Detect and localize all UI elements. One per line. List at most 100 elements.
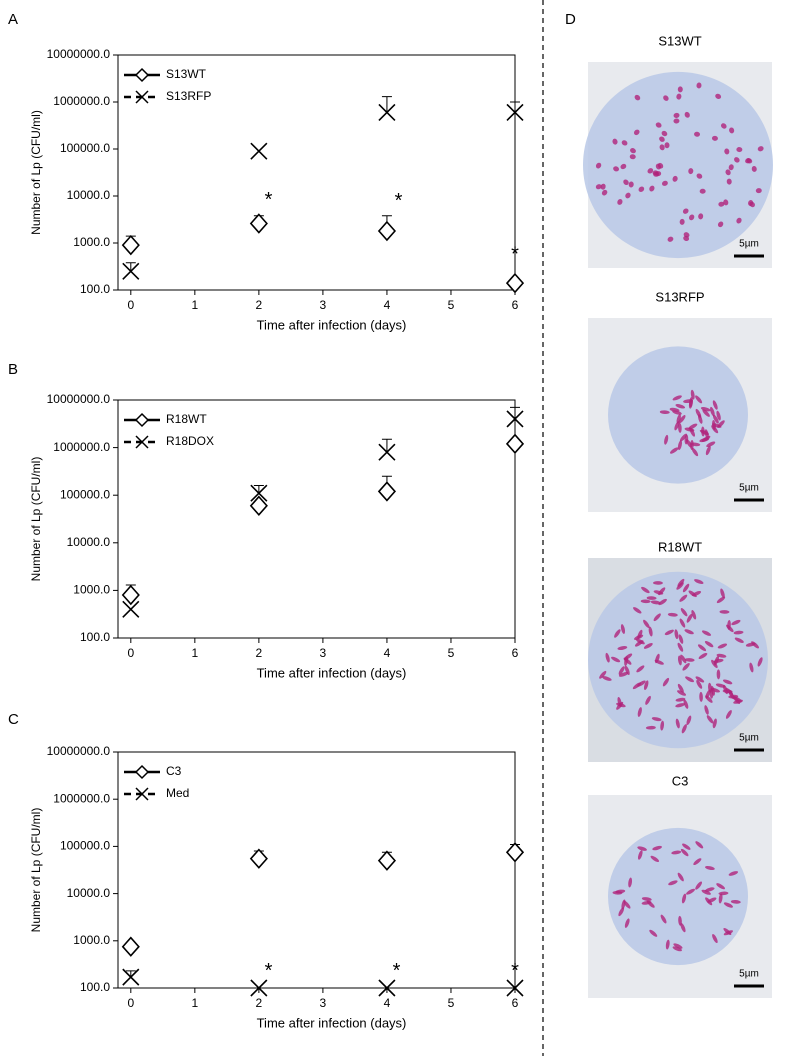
annotation: * [265, 189, 273, 211]
stain-dot [712, 400, 718, 410]
x-tick-label: 3 [320, 646, 327, 660]
marker [506, 103, 524, 121]
stain-dot [681, 724, 687, 734]
stain-dot [667, 612, 678, 617]
y-axis-label: Number of Lp (CFU/ml) [29, 808, 43, 933]
legend-marker [134, 412, 150, 428]
stain-dot [719, 610, 730, 614]
stain-dot [701, 889, 711, 895]
stain-dot [715, 93, 722, 99]
stain-dot [717, 221, 724, 228]
y-tick-label: 10000000.0 [47, 744, 111, 758]
x-tick-label: 0 [127, 646, 134, 660]
stain-dot [705, 865, 715, 871]
marker [121, 584, 140, 606]
y-tick-label: 1000000.0 [53, 440, 110, 454]
stain-dot [697, 644, 707, 652]
stain-dot [736, 147, 743, 153]
stain-dot [628, 877, 633, 888]
stain-dot [682, 843, 691, 850]
legend-marker [134, 764, 150, 780]
stain-dot [625, 192, 631, 199]
stain-dot [704, 640, 714, 648]
x-tick-label: 1 [191, 646, 198, 660]
stain-dot [663, 95, 669, 101]
stain-dot [648, 626, 653, 637]
stain-dot [684, 111, 690, 118]
stain-dot [641, 897, 652, 901]
scale-label: 5µm [739, 969, 759, 980]
stain-dot [632, 682, 642, 690]
panel-label: D [565, 11, 576, 28]
stain-dot [716, 596, 726, 604]
stain-dot [618, 666, 625, 675]
stain-dot [664, 629, 674, 636]
stain-dot [630, 148, 636, 154]
stain-dot [677, 872, 684, 882]
stain-dot [602, 676, 612, 681]
stain-dot [595, 162, 602, 169]
stain-dot [718, 201, 725, 207]
stain-dot [621, 899, 626, 910]
stain-dot [673, 118, 680, 124]
stain-dot [710, 406, 715, 417]
x-tick-label: 5 [448, 996, 455, 1010]
y-tick-label: 10000.0 [67, 886, 111, 900]
stain-dot [645, 725, 656, 730]
stain-dot [716, 410, 721, 421]
marker [250, 142, 268, 160]
stain-dot [694, 131, 701, 137]
stain-dot [723, 902, 734, 908]
legend-label: R18DOX [166, 434, 214, 448]
stain-dot [731, 619, 741, 626]
stain-dot [677, 690, 687, 696]
stain-dot [680, 922, 686, 933]
stain-dot [716, 653, 727, 658]
stain-dot [674, 629, 679, 640]
y-tick-label: 1000.0 [73, 235, 110, 249]
stain-dot [645, 695, 651, 705]
stain-dot [701, 630, 712, 636]
marker [250, 979, 268, 997]
stain-dot [702, 409, 710, 417]
stain-dot [672, 395, 682, 401]
stain-dot [620, 624, 626, 634]
stain-dot [712, 934, 718, 944]
stain-dot [661, 130, 668, 137]
stain-dot [660, 914, 667, 924]
stain-dot [717, 643, 728, 649]
stain-dot [757, 657, 763, 667]
stain-dot [676, 413, 681, 424]
x-tick-label: 6 [512, 996, 519, 1010]
legend-marker [135, 787, 149, 801]
stain-dot [675, 703, 685, 708]
stain-dot [669, 447, 679, 454]
marker [505, 842, 525, 863]
stain-dot [612, 890, 623, 895]
legend-label: Med [166, 786, 189, 800]
y-tick-label: 100000.0 [60, 487, 110, 501]
x-tick-label: 4 [384, 298, 391, 312]
stain-dot [688, 423, 698, 430]
stain-dot [617, 199, 623, 205]
stain-dot [624, 918, 630, 928]
stain-dot [623, 179, 629, 186]
stain-dot [672, 946, 682, 952]
x-tick-label: 5 [448, 298, 455, 312]
plot-frame [117, 54, 516, 291]
stain-dot [662, 677, 670, 687]
stain-dot [726, 178, 732, 185]
stain-dot [638, 186, 645, 192]
stain-dot [713, 658, 724, 663]
error-bar [125, 262, 136, 272]
y-tick-label: 10000000.0 [47, 47, 111, 61]
stain-dot [684, 658, 695, 662]
y-tick-label: 10000000.0 [47, 392, 111, 406]
stain-dot [727, 619, 731, 630]
legend-marker [135, 90, 149, 104]
stain-dot [649, 185, 655, 192]
stain-dot [673, 112, 680, 118]
x-tick-label: 4 [384, 996, 391, 1010]
scale-label: 5µm [739, 733, 759, 744]
stain-dot [647, 168, 654, 174]
